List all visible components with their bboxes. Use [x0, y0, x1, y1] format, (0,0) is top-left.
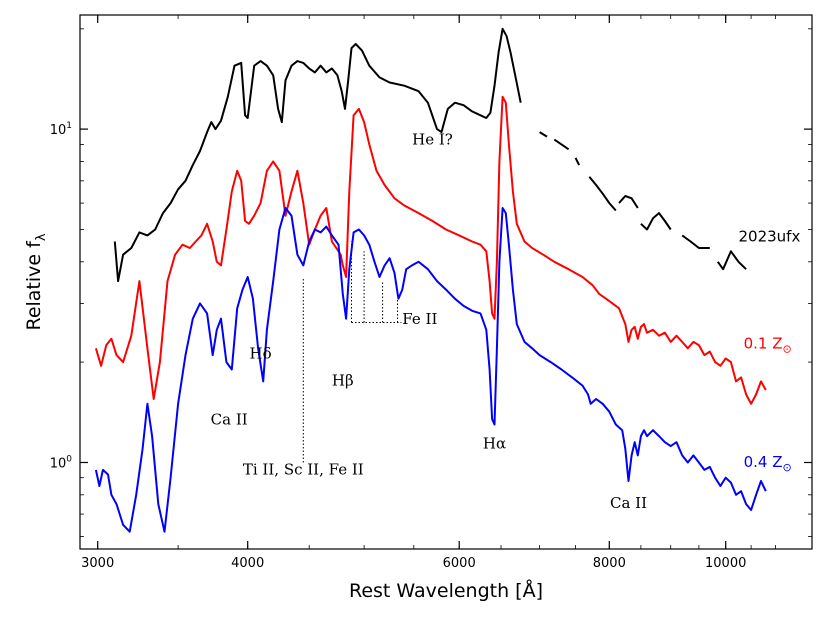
plot-frame [79, 14, 813, 550]
series-line-0-1-z-seg-0 [94, 95, 767, 405]
x-tick-label: 6000 [443, 556, 476, 571]
series-line-2023ufx-seg-5 [618, 195, 639, 209]
y-tick-label: 100 [50, 455, 73, 472]
x-tick-label: 10000 [705, 556, 746, 571]
series-label-text: 0.1 Z [744, 334, 783, 352]
y-tick-label: 101 [50, 121, 72, 138]
series-label-subscript: ⊙ [783, 342, 792, 355]
x-axis-label: Rest Wavelength [Å] [349, 579, 543, 602]
y-tick-base: 10 [50, 457, 67, 472]
y-axis-label-subscript: λ [34, 233, 49, 241]
spectra-series [94, 27, 767, 533]
x-tick-label: 3000 [81, 556, 114, 571]
annotation-5: Hα [483, 435, 506, 453]
series-label-subscript: ⊙ [783, 461, 792, 474]
y-tick-exponent: 1 [66, 121, 72, 131]
series-label-text: 2023ufx [739, 228, 801, 246]
series-line-2023ufx-seg-6 [640, 212, 672, 231]
series-line-2023ufx-seg-7 [681, 234, 710, 249]
annotation-3: Hβ [332, 372, 354, 390]
annotation-4: Fe II [402, 310, 437, 328]
series-label-0: 2023ufx [739, 228, 801, 246]
series-label-2: 0.4 Z⊙ [744, 453, 792, 474]
y-tick-base: 10 [50, 123, 67, 138]
annotation-1: Ca II [211, 411, 248, 429]
series-label-text: 0.4 Z [744, 453, 783, 471]
y-axis-label-main: Relative f [23, 240, 45, 331]
y-axis-label: Relative fλ [23, 233, 49, 330]
series-line-0-4-z-seg-0 [94, 207, 767, 533]
series-label-1: 0.1 Z⊙ [744, 334, 792, 355]
x-tick-label: 4000 [231, 556, 264, 571]
line-annotations: He I? Ca II Hδ Hβ Fe II Hα Ti II, Sc II, Fe II… [211, 130, 647, 512]
series-line-2023ufx-seg-4 [588, 176, 617, 212]
series-line-2023ufx-seg-0 [113, 27, 522, 283]
annotation-0: He I? [412, 130, 453, 148]
series-line-2023ufx-seg-3 [574, 157, 580, 166]
annotation-guide-lines [302, 241, 402, 463]
series-line-2023ufx-seg-8 [716, 250, 747, 271]
annotation-7: Ca II [610, 494, 647, 512]
series-line-2023ufx-seg-2 [553, 138, 570, 151]
series-line-2023ufx-seg-1 [539, 131, 548, 138]
annotation-6: Ti II, Sc II, Fe II [243, 461, 364, 479]
x-tick-label: 8000 [593, 556, 626, 571]
annotation-2: Hδ [250, 345, 272, 363]
y-tick-exponent: 0 [66, 455, 72, 465]
